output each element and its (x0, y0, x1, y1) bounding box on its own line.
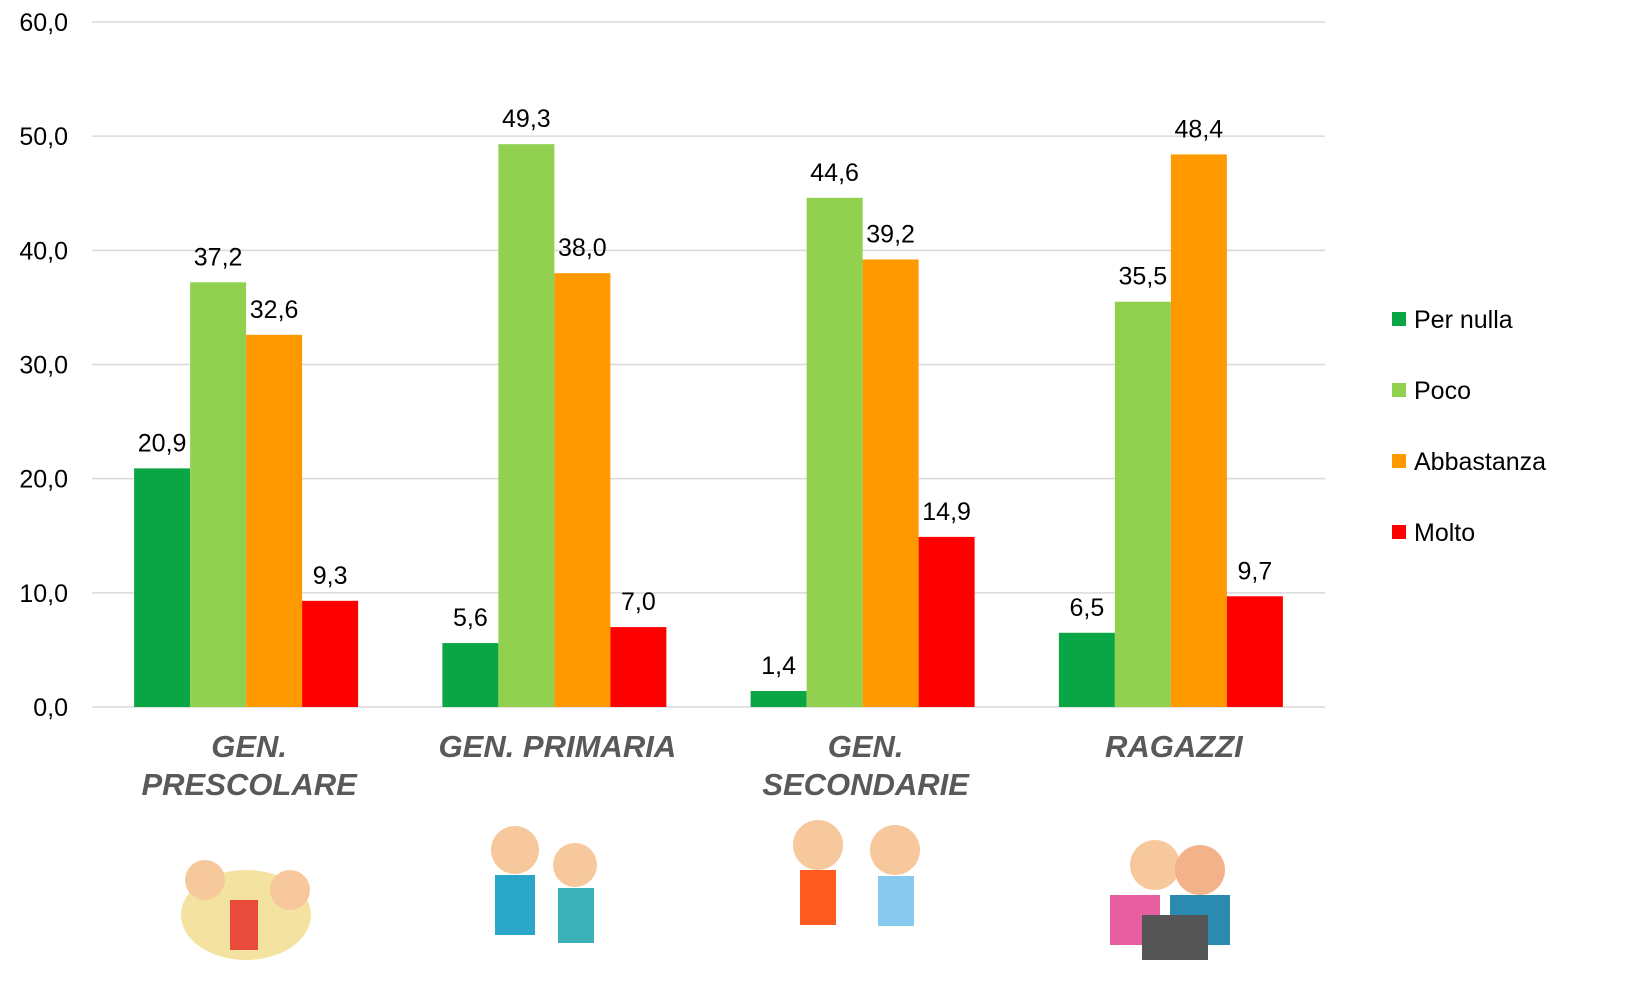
bar (807, 198, 863, 707)
bar (190, 282, 246, 707)
bar (1227, 596, 1283, 707)
data-label: 37,2 (194, 243, 243, 271)
data-label: 1,4 (761, 652, 796, 680)
bar (442, 643, 498, 707)
x-tick-label: GEN. SECONDARIE (731, 728, 1001, 804)
data-label: 39,2 (866, 220, 915, 248)
bar (498, 144, 554, 707)
data-label: 32,6 (250, 296, 299, 324)
legend-label: Molto (1414, 519, 1475, 547)
legend-swatch (1392, 454, 1406, 468)
bar (751, 691, 807, 707)
data-label: 35,5 (1119, 263, 1168, 291)
bar (863, 259, 919, 707)
y-tick-label: 10,0 (19, 580, 68, 608)
bar (1059, 633, 1115, 707)
legend-label: Poco (1414, 377, 1471, 405)
data-label: 44,6 (810, 159, 859, 187)
bar (1115, 302, 1171, 707)
data-label: 9,3 (313, 562, 348, 590)
y-tick-label: 50,0 (19, 123, 68, 151)
bar (302, 601, 358, 707)
legend-swatch (1392, 383, 1406, 397)
legend-swatch (1392, 525, 1406, 539)
illustration (181, 820, 1230, 960)
bar (246, 335, 302, 707)
page: 0,0 10,0 20,0 30,0 40,0 50,0 60,0 20,9 37,232,6 9… (0, 0, 1628, 1000)
y-tick-label: 40,0 (19, 237, 68, 265)
bar (134, 468, 190, 707)
y-tick-label: 60,0 (19, 9, 68, 37)
y-tick-label: 20,0 (19, 466, 68, 494)
data-label: 7,0 (621, 588, 656, 616)
data-label: 38,0 (558, 234, 607, 262)
x-tick-label: GEN. PRIMARIA (422, 728, 692, 766)
bar (554, 273, 610, 707)
bar (919, 537, 975, 707)
data-label: 6,5 (1069, 594, 1104, 622)
data-label: 20,9 (138, 429, 187, 457)
y-tick-label: 30,0 (19, 352, 68, 380)
data-label: 14,9 (922, 498, 971, 526)
bar (610, 627, 666, 707)
legend-label: Abbastanza (1414, 448, 1546, 476)
data-label: 49,3 (502, 105, 551, 133)
data-label: 5,6 (453, 604, 488, 632)
chart: 0,0 10,0 20,0 30,0 40,0 50,0 60,0 20,9 37,232,6 9… (0, 0, 1628, 1000)
bar (1171, 154, 1227, 707)
legend-swatch (1392, 312, 1406, 326)
x-tick-label: GEN. PRESCOLARE (114, 728, 384, 804)
y-tick-label: 0,0 (33, 694, 68, 722)
x-tick-label: RAGAZZI (1039, 728, 1309, 766)
legend-label: Per nulla (1414, 306, 1513, 334)
data-label: 9,7 (1237, 557, 1272, 585)
data-label: 48,4 (1175, 115, 1224, 143)
